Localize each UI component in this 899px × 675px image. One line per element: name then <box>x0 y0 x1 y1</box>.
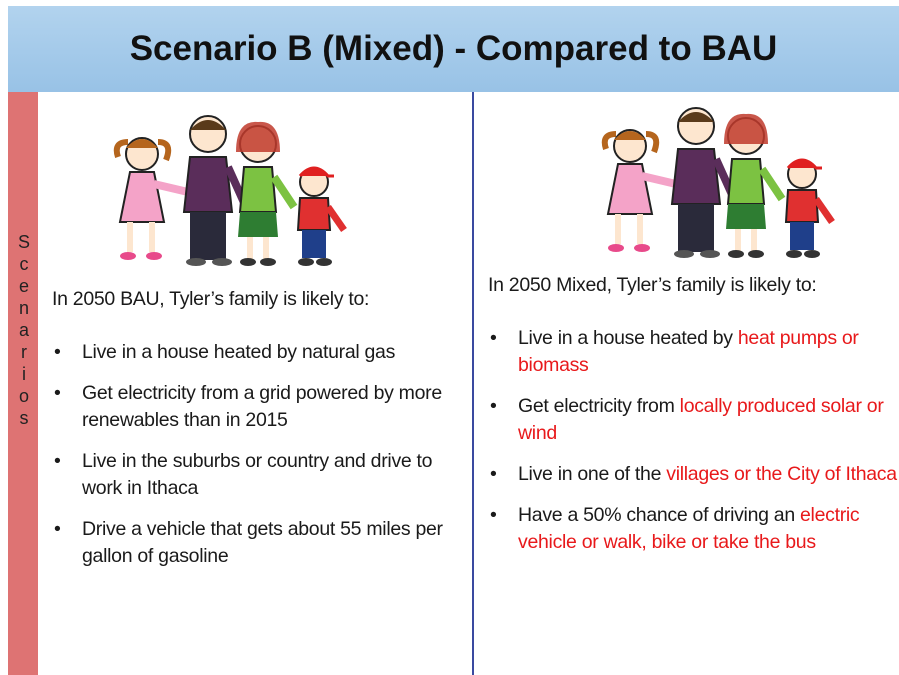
column-heading: In 2050 Mixed, Tyler’s family is likely … <box>488 272 899 299</box>
bullet-text: Live in a house heated by natural gas <box>82 341 395 363</box>
bullet: Live in the suburbs or country and drive… <box>52 448 462 502</box>
bullet-text: Get electricity from <box>518 395 680 417</box>
bullet: Get electricity from locally produced so… <box>488 393 899 447</box>
bullet-list: Live in a house heated by heat pumps or … <box>488 325 899 556</box>
divider <box>472 92 474 675</box>
bullet-text: Live in one of the <box>518 463 666 485</box>
family-illustration <box>108 112 353 272</box>
highlight-text: villages or the City of Ithaca <box>666 463 897 485</box>
bullet: Live in one of the villages or the City … <box>488 461 899 488</box>
bullet: Get electricity from a grid powered by m… <box>52 380 462 434</box>
sidebar-label: Scenarios <box>13 232 34 430</box>
bullet-text: Live in a house heated by <box>518 327 738 349</box>
bullet: Live in a house heated by natural gas <box>52 339 462 366</box>
bullet-text: Live in the suburbs or country and drive… <box>82 450 432 499</box>
bullet-text: Have a 50% chance of driving an <box>518 504 800 526</box>
bullet: Have a 50% chance of driving an electric… <box>488 502 899 556</box>
bullet: Live in a house heated by heat pumps or … <box>488 325 899 379</box>
slide: Scenario B (Mixed) - Compared to BAU Sce… <box>0 0 899 675</box>
bullet-text: Drive a vehicle that gets about 55 miles… <box>82 518 443 567</box>
slide-title: Scenario B (Mixed) - Compared to BAU <box>130 29 778 69</box>
bullet-text: Get electricity from a grid powered by m… <box>82 382 442 431</box>
bullet-list: Live in a house heated by natural gas Get… <box>52 339 462 570</box>
title-band: Scenario B (Mixed) - Compared to BAU <box>8 6 899 92</box>
column-heading: In 2050 BAU, Tyler’s family is likely to… <box>52 286 462 313</box>
bullet: Drive a vehicle that gets about 55 miles… <box>52 516 462 570</box>
family-illustration <box>596 104 841 264</box>
bau-column: In 2050 BAU, Tyler’s family is likely to… <box>52 286 462 584</box>
mixed-column: In 2050 Mixed, Tyler’s family is likely … <box>488 272 899 570</box>
